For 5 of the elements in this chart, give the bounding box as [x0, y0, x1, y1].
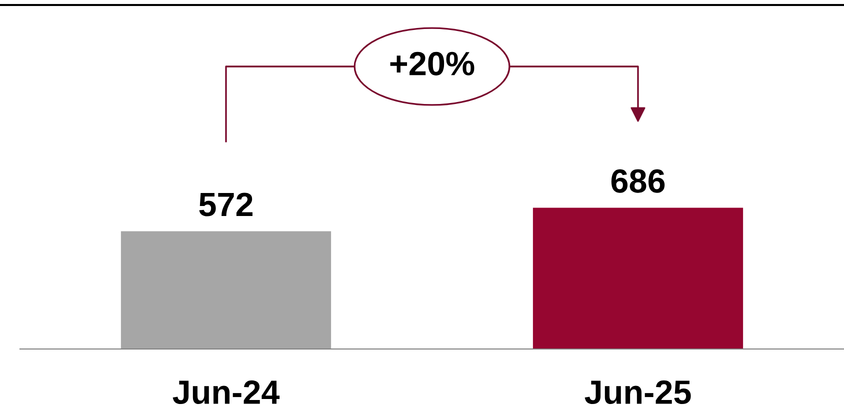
text: +20% — [390, 52, 474, 76]
data-label: 572 — [199, 192, 252, 216]
data-label: 686 — [611, 169, 665, 193]
x-tick-label: Jun-25 — [584, 380, 691, 404]
x-tick-label: Jun-24 — [172, 380, 280, 404]
